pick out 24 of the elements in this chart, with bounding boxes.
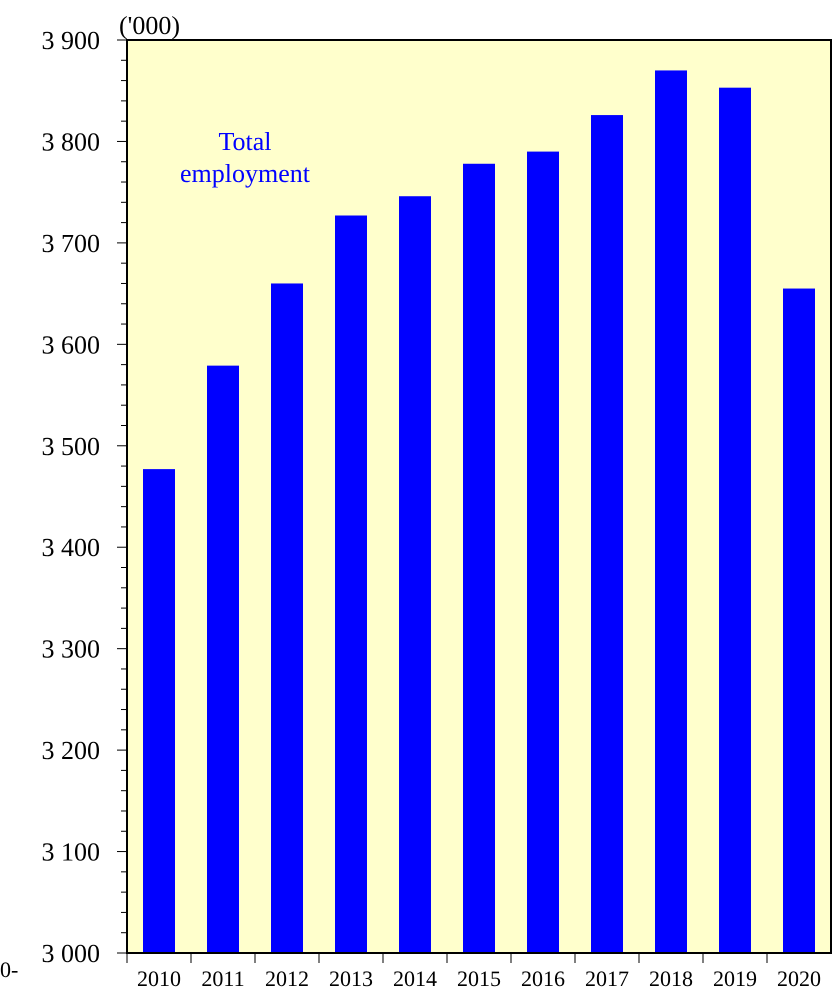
y-tick-label: 3 900 <box>42 26 100 55</box>
y-tick-label: 3 700 <box>42 228 100 258</box>
x-tick-label: 2014 <box>393 966 437 991</box>
x-tick-label: 2016 <box>521 966 565 991</box>
text: 0- <box>0 957 18 982</box>
x-tick-label: 2019 <box>713 966 757 991</box>
x-tick-label: 2011 <box>201 966 245 991</box>
y-tick-label: 3 100 <box>42 838 100 867</box>
x-tick-label: 2018 <box>649 966 693 991</box>
x-tick-label: 2013 <box>329 966 373 991</box>
y-tick-label: 3 800 <box>42 127 100 156</box>
x-tick-label: 2015 <box>457 966 501 991</box>
series-label: Total employment <box>180 127 311 188</box>
x-tick-label: 2012 <box>265 966 309 991</box>
x-tick-label: 2017 <box>585 966 629 991</box>
y-tick-label: 3 200 <box>42 736 100 766</box>
y-axis-title: ('000) <box>119 11 180 40</box>
y-tick-label: 3 300 <box>42 634 100 664</box>
y-tick-label: 3 000 <box>42 939 100 968</box>
y-tick-label: 3 400 <box>42 533 100 562</box>
y-tick-label: 3 500 <box>42 432 100 461</box>
y-tick-label: 3 600 <box>42 330 100 360</box>
x-tick-label: 2010 <box>137 966 181 991</box>
x-tick-label: 2020 <box>777 966 821 991</box>
